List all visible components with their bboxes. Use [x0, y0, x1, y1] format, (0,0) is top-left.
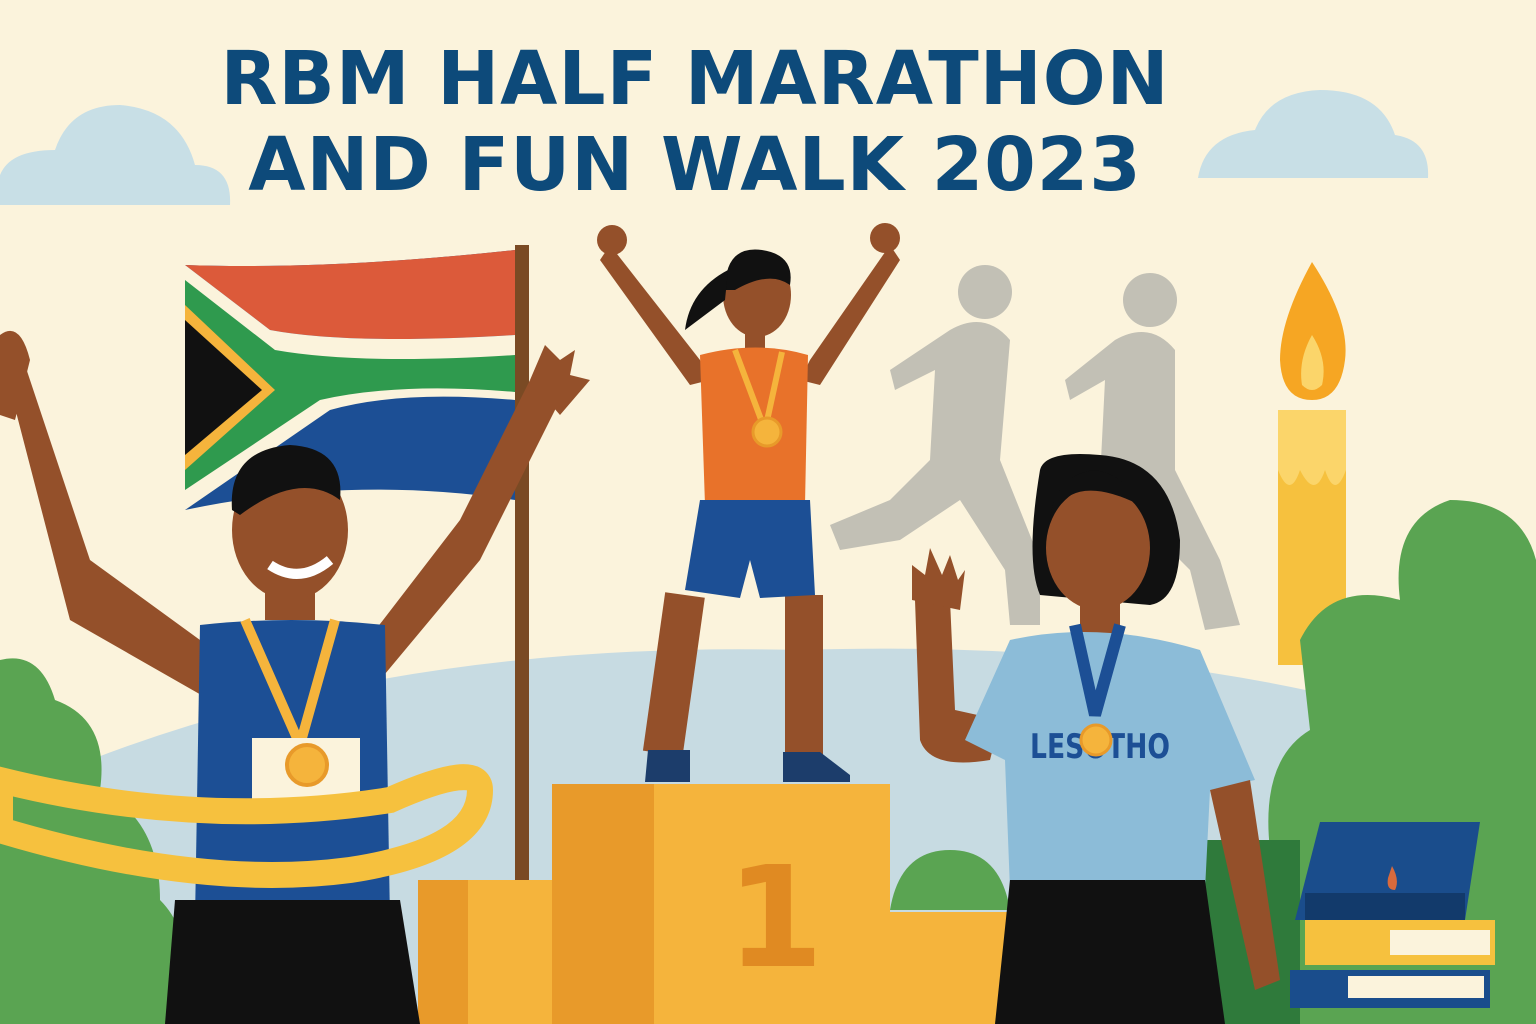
lesotho-woman: LESOTHO — [912, 454, 1280, 1024]
man-runner — [0, 330, 590, 1024]
cloud-right — [1198, 90, 1429, 178]
podium: 1 — [418, 784, 1010, 1024]
poster-title-line-2: AND FUN WALK 2023 — [248, 122, 1142, 208]
books-icon — [1290, 822, 1495, 1008]
winner-runner — [597, 223, 900, 782]
finish-ribbon — [0, 764, 494, 888]
south-africa-flag — [185, 245, 529, 880]
cloud-left — [0, 105, 231, 205]
podium-number: 1 — [726, 837, 823, 1000]
poster-title-line-1: RBM HALF MARATHON — [220, 36, 1170, 122]
